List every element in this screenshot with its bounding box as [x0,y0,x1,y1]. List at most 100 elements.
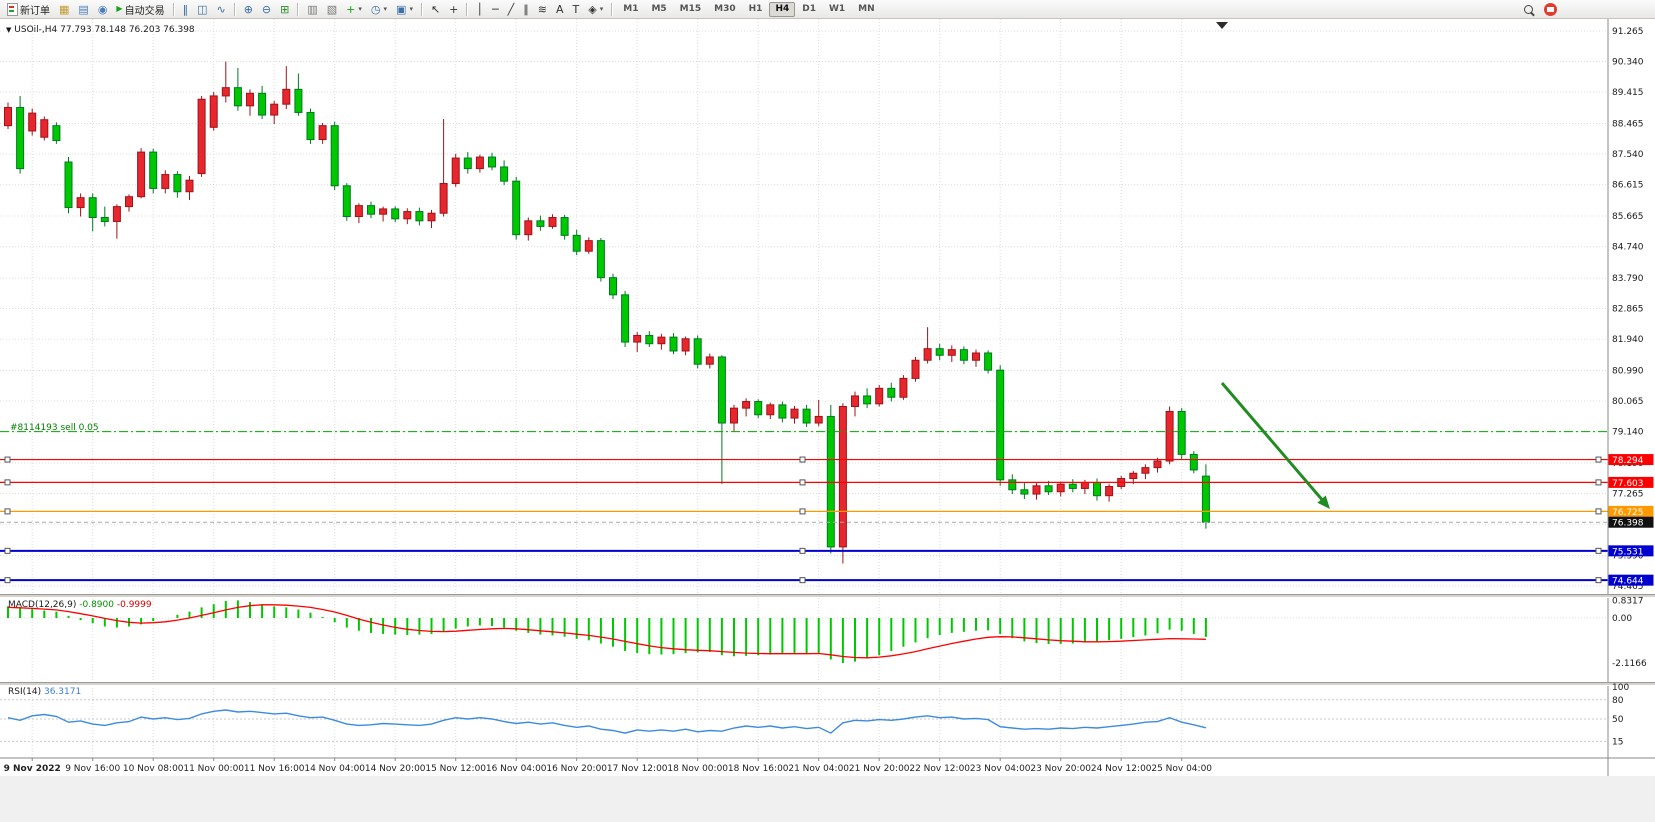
timeframe-d1-button[interactable]: D1 [802,3,816,14]
text-button[interactable]: A [552,0,568,18]
line-handle[interactable] [1595,456,1602,463]
line-handle[interactable] [1595,547,1602,554]
text-icon: A [555,2,564,16]
templates-button[interactable]: ▣ ▾ [392,0,417,18]
line-handle[interactable] [799,577,806,584]
tile-windows-button[interactable]: ⊞ [276,0,293,18]
timeframe-h1-button[interactable]: H1 [748,3,763,14]
zoom-out-button[interactable]: ⊖ [258,0,275,18]
trend-arrow-annotation[interactable] [1220,382,1330,509]
price-chart-canvas[interactable]: 91.265 90.340 89.415 88.465 87.540 86.615 85.6… [0,19,1655,822]
svg-text:76.398: 76.398 [1612,519,1644,529]
community-button[interactable]: ◉ [94,0,112,18]
svg-text:15 Nov 12:00: 15 Nov 12:00 [425,764,486,774]
candlestick-series [4,61,1210,564]
support-line-upper[interactable] [0,547,1608,554]
autotrade-button[interactable]: ▶ 自动交易 [112,0,168,18]
axis-price-badge [1608,545,1654,557]
axis-price-badge [1608,454,1654,466]
svg-text:75.390: 75.390 [1612,552,1644,562]
svg-text:11 Nov 00:00: 11 Nov 00:00 [183,764,244,774]
pane-divider-rsi[interactable] [0,682,1655,686]
line-handle[interactable] [1595,508,1602,515]
line-handle[interactable] [799,508,806,515]
horizontal-line-button[interactable]: ─ [488,0,503,18]
line-handle[interactable] [1595,577,1602,584]
pane-divider-macd[interactable] [0,594,1655,598]
period-button[interactable]: ◷ ▾ [367,0,391,18]
notification-badge[interactable] [1544,2,1557,16]
svg-text:-2.1166: -2.1166 [1612,659,1647,669]
svg-text:21 Nov 20:00: 21 Nov 20:00 [849,764,910,774]
search-button[interactable] [1520,0,1537,18]
line-chart-button[interactable]: ∿ [212,0,229,18]
shapes-button[interactable]: ◈ ▾ [584,0,607,18]
line-handle[interactable] [799,479,806,486]
zoom-in-button[interactable]: ⊕ [240,0,257,18]
svg-text:80.990: 80.990 [1612,366,1644,376]
svg-text:16 Nov 04:00: 16 Nov 04:00 [486,764,547,774]
timeframe-w1-button[interactable]: W1 [828,3,846,14]
line-handle[interactable] [4,479,11,486]
timeframe-h4-button[interactable]: H4 [769,1,796,17]
svg-text:17 Nov 12:00: 17 Nov 12:00 [607,764,668,774]
new-order-icon [7,2,18,16]
crosshair-button[interactable]: + [445,0,462,18]
line-handle[interactable] [799,547,806,554]
svg-text:14 Nov 04:00: 14 Nov 04:00 [304,764,365,774]
line-handle[interactable] [4,577,11,584]
new-order-button[interactable]: 新订单 [3,0,54,18]
resistance-line-lower[interactable] [0,479,1608,486]
new-chart-button[interactable]: + ▾ [342,0,366,18]
svg-text:11 Nov 16:00: 11 Nov 16:00 [244,764,305,774]
line-handle[interactable] [4,508,11,515]
toolbar-separator [297,2,300,16]
svg-text:90.340: 90.340 [1612,58,1644,68]
line-chart-icon: ∿ [216,2,226,16]
toolbar-separator [172,2,175,16]
support-line-lower[interactable] [0,577,1608,584]
svg-text:15: 15 [1612,737,1623,747]
fibonacci-button[interactable]: ≋ [534,0,551,18]
resistance-line-upper[interactable] [0,456,1608,463]
bar-chart-button[interactable]: ‖ [179,0,193,18]
line-handle[interactable] [4,456,11,463]
vertical-line-button[interactable]: │ [472,0,487,18]
zoom-out-icon: ⊖ [261,2,272,16]
timeframe-m30-button[interactable]: M30 [714,3,736,14]
toolbar-left-group: 新订单 ▦ ▤ ◉ ▶ 自动交易 ‖ ◫ ∿ ⊕ ⊖ ⊞ ▥ ▧ + ▾ ◷ ▾ ▣ ▾ ↖ + │ ─ ╱ ∥ ≋ A T ◈ ▾ M1 M5… [3,0,1520,18]
community-icon: ◉ [97,2,108,16]
svg-text:88.465: 88.465 [1612,120,1644,130]
cursor-button[interactable]: ↖ [427,0,444,18]
svg-text:0.00: 0.00 [1612,614,1632,624]
svg-text:25 Nov 04:00: 25 Nov 04:00 [1151,764,1212,774]
market-watch-button[interactable]: ▤ [74,0,92,18]
line-handle[interactable] [1595,479,1602,486]
chart-shift-marker[interactable] [1216,22,1228,29]
svg-text:87.540: 87.540 [1612,150,1644,160]
timeframe-m15-button[interactable]: M15 [679,3,702,14]
pivot-line-orange[interactable] [0,508,1608,515]
chart-window[interactable]: 91.265 90.340 89.415 88.465 87.540 86.615 85.6… [0,19,1655,822]
new-chart-icon: + [346,2,356,16]
svg-text:18 Nov 16:00: 18 Nov 16:00 [728,764,789,774]
timeframe-mn-button[interactable]: MN [858,3,875,14]
line-handle[interactable] [799,456,806,463]
rsi-line [7,709,1207,734]
label-button[interactable]: T [569,0,584,18]
svg-text:78.294: 78.294 [1612,456,1644,466]
line-handle[interactable] [4,547,11,554]
svg-text:10 Nov 08:00: 10 Nov 08:00 [123,764,184,774]
candlestick-chart-button[interactable]: ◫ [193,0,211,18]
svg-text:9 Nov 16:00: 9 Nov 16:00 [65,764,120,774]
objects-button[interactable]: ▧ [323,0,341,18]
trendline-button[interactable]: ╱ [504,0,519,18]
timeframe-m1-button[interactable]: M1 [623,3,639,14]
charts-profile-button[interactable]: ▦ [55,0,73,18]
timeframe-m5-button[interactable]: M5 [651,3,667,14]
svg-text:21 Nov 04:00: 21 Nov 04:00 [788,764,849,774]
indicators-button[interactable]: ▥ [303,0,321,18]
channel-button[interactable]: ∥ [519,0,533,18]
svg-text:76.725: 76.725 [1612,508,1644,518]
svg-text:86.615: 86.615 [1612,181,1644,191]
